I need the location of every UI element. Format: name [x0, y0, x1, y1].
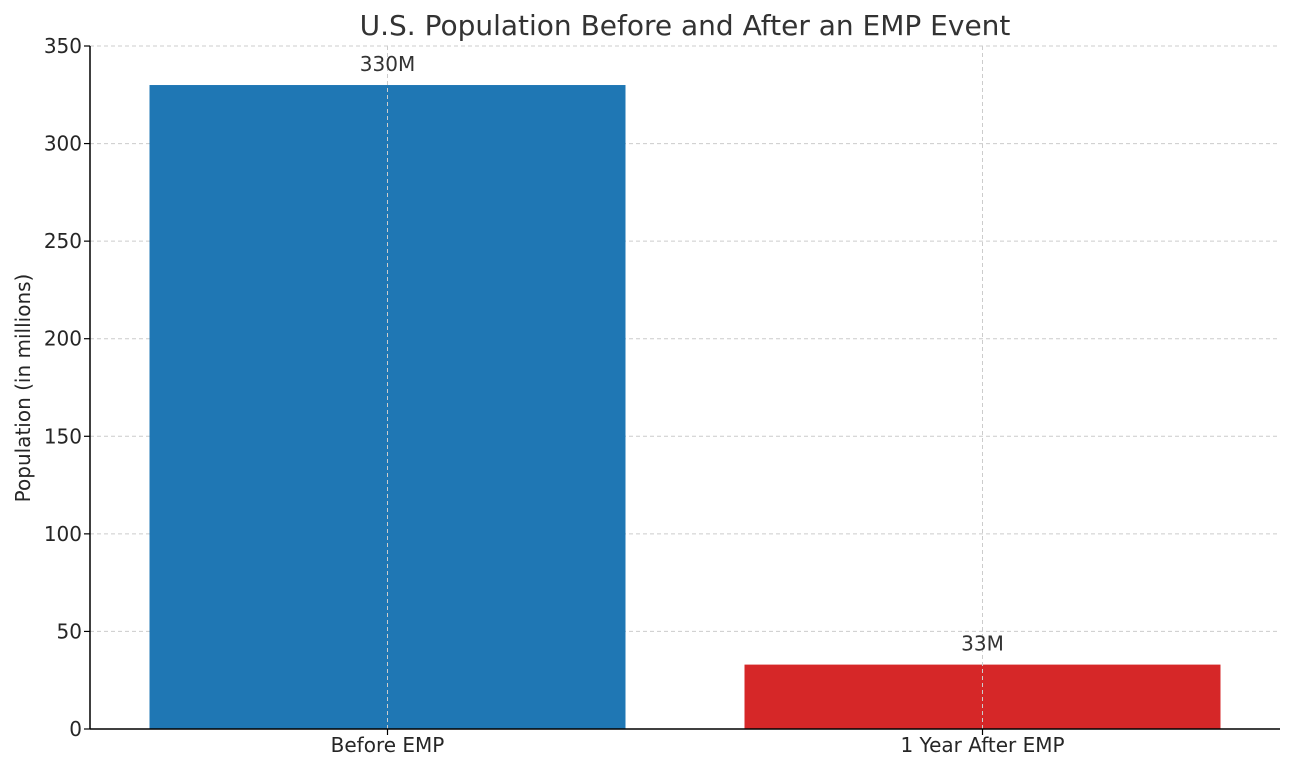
y-tick-label: 200	[44, 327, 82, 351]
y-tick-label: 50	[57, 619, 82, 643]
y-tick-label: 350	[44, 34, 82, 58]
y-axis-title: Population (in millions)	[11, 274, 35, 503]
y-tick-label: 300	[44, 132, 82, 156]
y-tick-label: 150	[44, 424, 82, 448]
y-tick-label: 100	[44, 522, 82, 546]
y-tick-label: 250	[44, 229, 82, 253]
y-tick-label: 0	[69, 717, 82, 741]
bar-value-label: 330M	[360, 52, 415, 76]
x-tick-label: Before EMP	[331, 733, 445, 757]
vertical-grid-layer	[387, 46, 983, 729]
label-layer: 330M 33M	[360, 52, 1004, 656]
x-tick-label: 1 Year After EMP	[900, 733, 1064, 757]
chart-title: U.S. Population Before and After an EMP …	[360, 9, 1011, 42]
bar-value-label: 33M	[961, 632, 1004, 656]
bar-layer	[149, 85, 1221, 730]
axis-layer: 0 50 100 150 200 250 300 350 Before EMP 1 Year Af…	[44, 34, 1280, 757]
